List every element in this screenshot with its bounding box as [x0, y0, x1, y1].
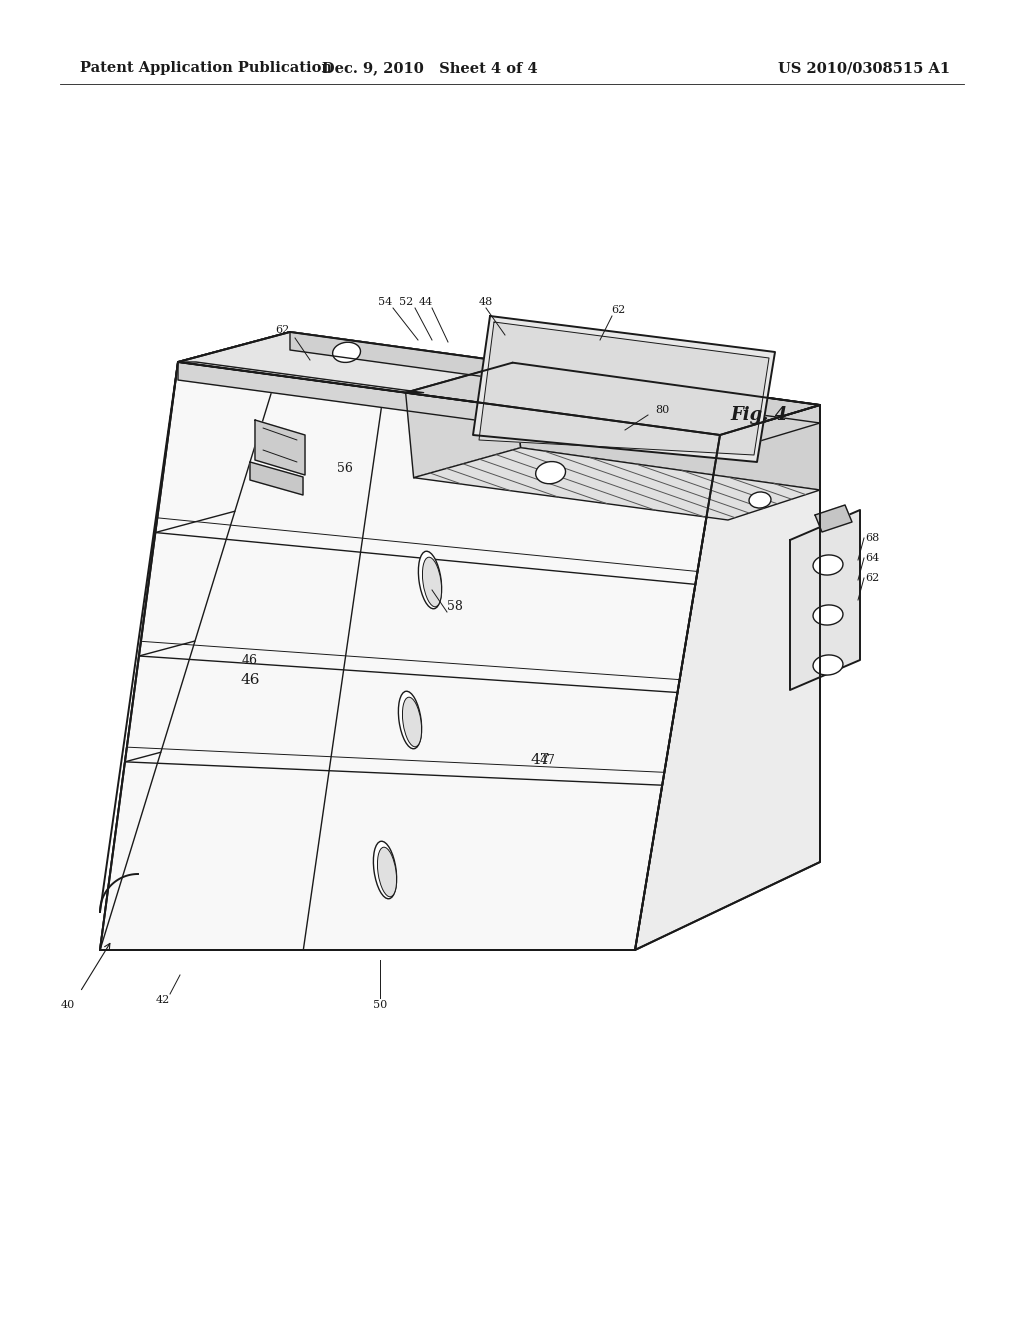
Text: 50: 50	[373, 1001, 387, 1010]
Text: Patent Application Publication: Patent Application Publication	[80, 61, 332, 75]
Polygon shape	[250, 462, 303, 495]
Polygon shape	[815, 506, 852, 532]
Ellipse shape	[536, 462, 565, 483]
Text: 58: 58	[447, 601, 463, 614]
Polygon shape	[406, 363, 520, 478]
Text: 42: 42	[156, 995, 170, 1005]
Text: 46: 46	[242, 653, 258, 667]
Polygon shape	[635, 405, 820, 950]
Polygon shape	[479, 322, 769, 455]
Text: Fig. 4: Fig. 4	[730, 407, 787, 424]
Text: 54: 54	[378, 297, 392, 308]
Ellipse shape	[402, 697, 422, 747]
Polygon shape	[178, 362, 424, 392]
Text: 48: 48	[479, 297, 494, 308]
Polygon shape	[178, 333, 513, 392]
Text: 56: 56	[337, 462, 353, 474]
Text: 68: 68	[865, 533, 880, 543]
Text: 62: 62	[274, 325, 289, 335]
Ellipse shape	[423, 557, 441, 607]
Text: Dec. 9, 2010   Sheet 4 of 4: Dec. 9, 2010 Sheet 4 of 4	[323, 61, 538, 75]
Text: 46: 46	[241, 673, 260, 686]
Text: 80: 80	[655, 405, 669, 414]
Polygon shape	[255, 420, 305, 475]
Ellipse shape	[813, 554, 843, 576]
Polygon shape	[178, 362, 720, 453]
Polygon shape	[100, 333, 290, 950]
Ellipse shape	[378, 847, 396, 896]
Text: 64: 64	[865, 553, 880, 564]
Text: US 2010/0308515 A1: US 2010/0308515 A1	[778, 61, 950, 75]
Text: 62: 62	[611, 305, 625, 315]
Polygon shape	[513, 363, 820, 490]
Text: 62: 62	[865, 573, 880, 583]
Ellipse shape	[419, 552, 441, 609]
Polygon shape	[414, 447, 820, 520]
Text: 47: 47	[530, 752, 550, 767]
Ellipse shape	[813, 655, 843, 675]
Text: 52: 52	[399, 297, 413, 308]
Polygon shape	[100, 362, 720, 950]
Text: 47: 47	[540, 754, 556, 767]
Text: 44: 44	[419, 297, 433, 308]
Ellipse shape	[333, 342, 360, 363]
Text: 40: 40	[60, 1001, 75, 1010]
Polygon shape	[178, 333, 820, 436]
Polygon shape	[473, 315, 775, 462]
Ellipse shape	[374, 841, 396, 899]
Ellipse shape	[813, 605, 843, 626]
Ellipse shape	[398, 692, 422, 748]
Polygon shape	[720, 405, 820, 453]
Polygon shape	[790, 510, 860, 690]
Ellipse shape	[749, 492, 771, 508]
Polygon shape	[290, 333, 820, 422]
